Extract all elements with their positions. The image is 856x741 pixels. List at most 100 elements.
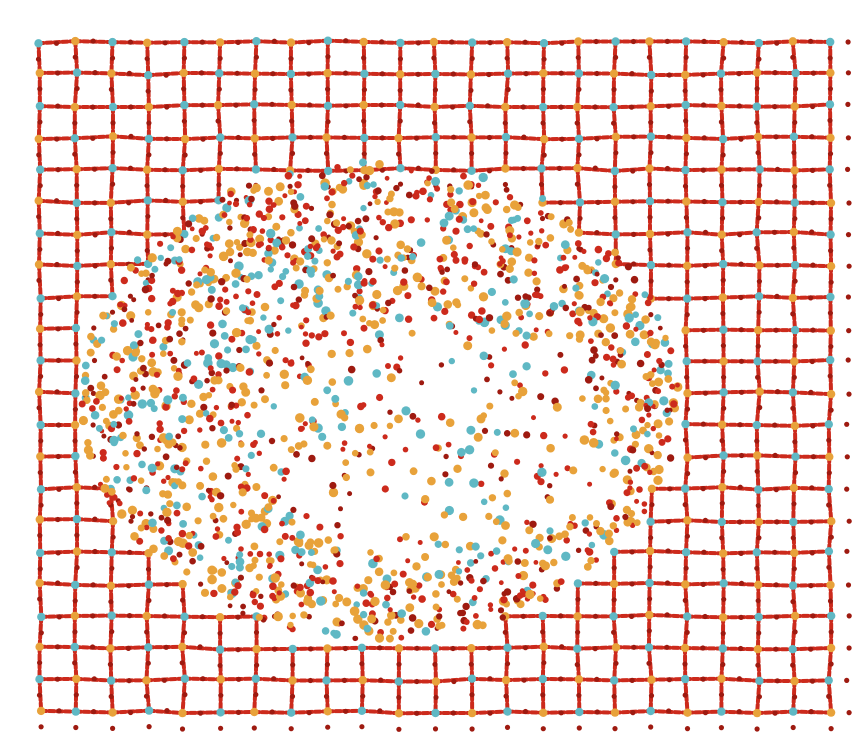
bridging-atom — [719, 215, 726, 221]
disordered-atom — [389, 588, 397, 596]
disordered-atom — [267, 266, 274, 273]
disordered-atom — [412, 272, 423, 283]
disordered-atom — [121, 306, 128, 313]
bridging-atom — [739, 389, 745, 395]
disordered-atom — [86, 348, 95, 357]
disordered-atom — [234, 455, 241, 462]
disordered-atom — [249, 591, 257, 599]
disordered-atom — [228, 335, 236, 343]
bridging-atom — [396, 151, 402, 157]
disordered-atom — [287, 228, 295, 237]
disordered-atom — [130, 386, 137, 393]
bridging-atom — [736, 103, 743, 109]
disordered-atom — [163, 490, 173, 499]
bridging-atom — [36, 692, 43, 698]
disordered-atom — [173, 387, 180, 394]
bridging-atom — [145, 566, 152, 572]
lattice-atom — [538, 674, 547, 684]
disordered-atom — [526, 239, 534, 246]
disordered-atom — [364, 576, 373, 585]
bridging-atom — [502, 181, 508, 188]
disordered-atom — [138, 460, 146, 469]
lattice-atom — [826, 355, 835, 365]
bridging-atom — [379, 71, 385, 77]
disordered-atom — [185, 220, 193, 228]
disordered-atom — [414, 189, 420, 196]
bridging-atom — [37, 342, 43, 348]
bridging-atom — [718, 692, 725, 698]
disordered-atom — [498, 476, 504, 482]
disordered-atom — [295, 539, 304, 548]
bridging-atom — [792, 694, 798, 700]
lattice-atom — [72, 674, 81, 684]
disordered-atom — [360, 324, 368, 332]
bridging-atom — [505, 86, 511, 93]
bridging-atom — [736, 166, 743, 173]
lattice-atom — [322, 133, 331, 142]
bridging-atom — [828, 216, 834, 222]
bridging-atom — [664, 644, 670, 650]
disordered-atom — [633, 464, 641, 472]
bridging-atom — [522, 39, 528, 45]
bridging-atom — [772, 422, 778, 428]
disordered-atom — [332, 219, 341, 227]
disordered-atom — [614, 431, 620, 437]
bridging-atom — [218, 692, 224, 698]
lattice-atom — [718, 483, 727, 492]
bridging-atom — [37, 183, 43, 189]
bridging-atom — [74, 85, 80, 92]
lattice-atom — [539, 39, 549, 48]
disordered-atom — [297, 221, 303, 226]
disordered-atom — [287, 446, 295, 454]
disordered-atom — [340, 446, 346, 452]
disordered-atom — [299, 561, 305, 567]
disordered-atom — [215, 352, 223, 360]
lattice-atom — [394, 133, 403, 143]
disordered-atom — [514, 458, 521, 465]
bridging-atom — [791, 245, 797, 251]
disordered-atom — [659, 396, 669, 406]
disordered-atom — [296, 588, 305, 598]
disordered-atom — [586, 514, 594, 521]
bridging-atom — [38, 438, 44, 444]
bridging-atom — [828, 661, 834, 667]
bridging-atom — [755, 374, 761, 380]
lattice-atom — [36, 294, 45, 303]
lattice-atom — [753, 645, 763, 654]
lattice-atom — [324, 166, 333, 176]
bridging-atom — [845, 70, 852, 76]
bridging-atom — [56, 422, 62, 428]
disordered-atom — [467, 311, 476, 319]
bridging-atom — [809, 229, 815, 235]
disordered-atom — [357, 304, 363, 311]
bridging-atom — [181, 86, 187, 92]
bridging-atom — [540, 629, 546, 635]
disordered-atom — [228, 362, 238, 373]
disordered-atom — [162, 453, 170, 461]
disordered-atom — [287, 621, 294, 629]
bridging-atom — [325, 54, 331, 60]
bridging-atom — [683, 118, 689, 124]
lattice-atom — [396, 38, 405, 48]
bridging-atom — [649, 502, 655, 508]
bridging-atom — [288, 56, 294, 62]
disordered-atom — [463, 619, 470, 625]
lattice-atom — [36, 485, 46, 494]
disordered-atom — [407, 627, 415, 634]
bridging-atom — [56, 295, 62, 302]
disordered-atom — [375, 160, 384, 169]
bridging-atom — [91, 709, 97, 715]
disordered-atom — [126, 263, 135, 272]
lattice-atom — [790, 198, 799, 207]
disordered-atom — [374, 330, 384, 340]
disordered-atom — [363, 624, 372, 633]
disordered-atom — [89, 405, 96, 412]
bridging-atom — [397, 87, 403, 93]
disordered-atom — [196, 481, 205, 490]
lattice-atom — [826, 326, 835, 335]
disordered-atom — [159, 342, 168, 351]
bridging-atom — [377, 708, 383, 714]
lattice-atom — [683, 294, 692, 303]
bridging-atom — [718, 119, 725, 125]
